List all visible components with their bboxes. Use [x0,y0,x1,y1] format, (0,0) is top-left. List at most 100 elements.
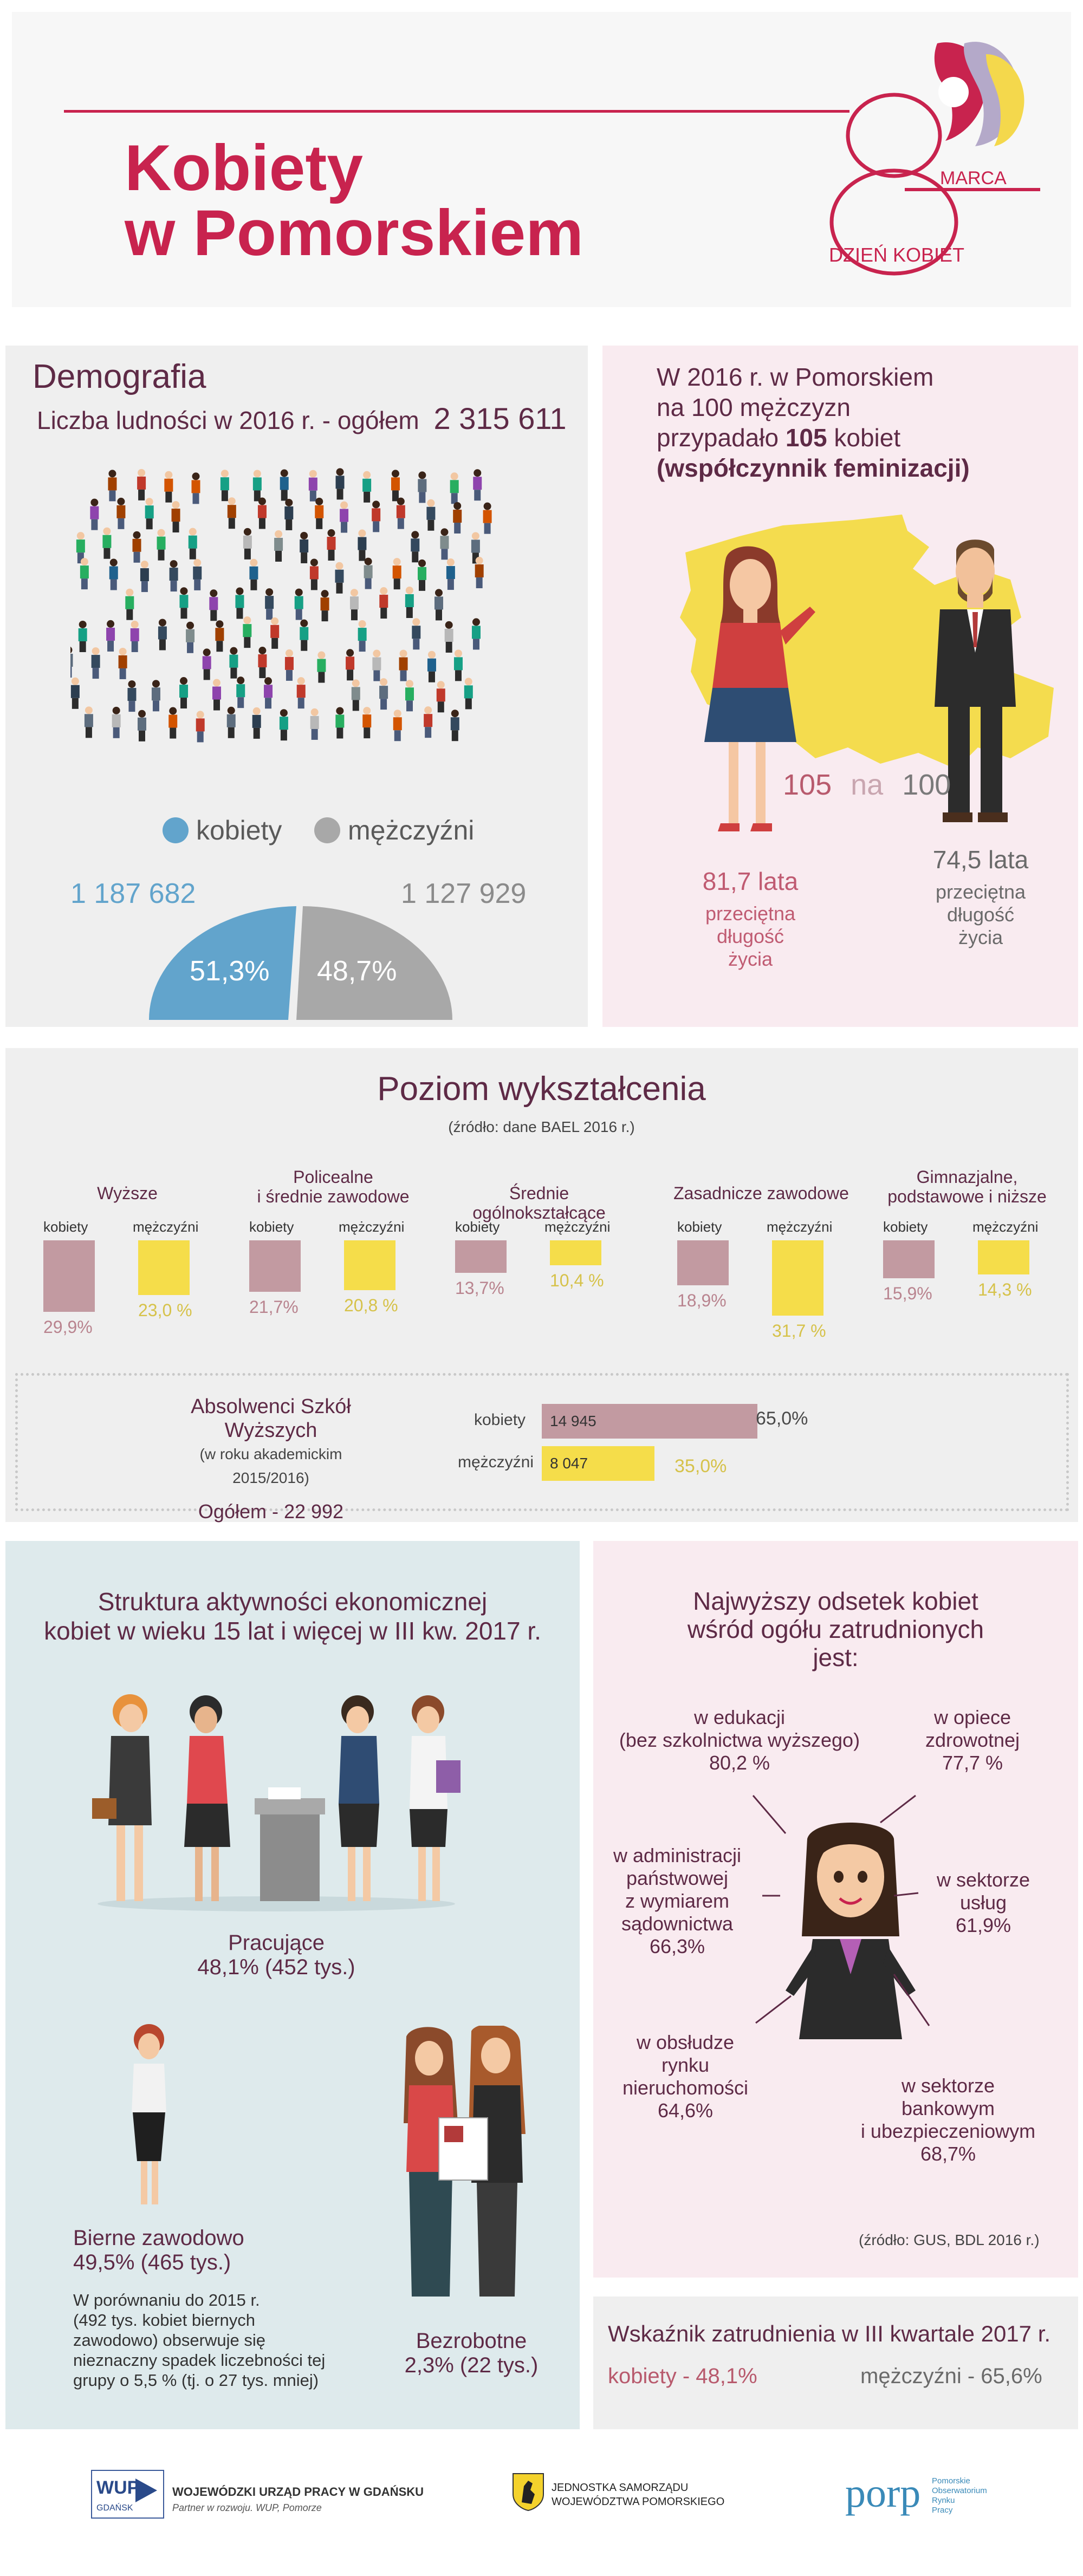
inactive-note-4: nieznaczny spadek liczebności tej [73,2351,326,2370]
half-pie-women [148,906,296,1020]
education-title: Poziom wykształcenia [377,1070,706,1108]
man-figure [926,534,1024,831]
working: Pracujące 48,1% (452 tys.) [163,1931,390,1980]
porp-name-1: Pomorskie [932,2476,970,2486]
woman-figure [699,542,823,840]
inactive-woman-icon [132,2024,166,2204]
education-men-value: 23,0 % [138,1300,192,1320]
employment-sector-line: nieruchomości [622,2077,749,2099]
employment-sector-value: 64,6% [657,2099,714,2122]
feminization-line2: na 100 mężczyzn [657,393,851,421]
feminization-line4-c: ) [961,454,970,482]
employment-sector-value: 61,9% [955,1914,1011,1936]
graduates-title: Absolwenci Szkół Wyższych (w roku akadem… [163,1395,379,1524]
graduates-men-pct: 35,0% [675,1456,727,1476]
education-women-value: 29,9% [43,1317,93,1337]
graduates-men-count: 8 047 [550,1455,588,1472]
working-women-icon [92,1694,461,1911]
men-pct: 48,7% [317,955,397,987]
life-men-label-2: długość [946,903,1015,926]
education-men-label: mężczyźni [339,1219,405,1235]
inactive-label: Bierne zawodowo [73,2226,244,2250]
employment-sector-line: w edukacji [693,1706,786,1728]
education-source: (źródło: dane BAEL 2016 r.) [448,1118,635,1135]
women-count: 1 187 682 [70,878,196,909]
wup-text: WOJEWÓDZKI URZĄD PRACY W GDAŃSKU Partner… [172,2485,424,2514]
education-women-bar [883,1240,935,1278]
employment-sector-line: państwowej [626,1867,729,1889]
legend-men: mężczyźni [314,812,474,846]
education-group-label-line: podstawowe i niższe [887,1187,1047,1206]
employment-sector-line: bankowym [901,2097,995,2119]
wup-logo: WUP GDAŃSK [91,2470,164,2519]
employment-sector-line: (bez szkolnictwa wyższego) [619,1729,860,1751]
unemployed-label: Bezrobotne [416,2329,527,2353]
education-group-label: Wyższe [33,1183,222,1203]
unemployed-women-icon [404,2024,526,2297]
employment-sector-value: 77,7 % [942,1752,1003,1774]
women-day-logo: MARCA DZIEŃ KOBIET [823,32,1051,282]
half-pie-men [296,906,452,1020]
gender-half-pie: 51,3% 48,7% [146,903,455,1020]
legend-dot-women [163,817,189,843]
education-men-bar [550,1240,601,1265]
feminization-line3-a: przypadało [657,424,786,452]
activity-title-2: kobiet w wieku 15 lat i więcej w III kw.… [44,1617,541,1645]
employment-sector-line: w sektorze [901,2074,995,2097]
education-women-label: kobiety [43,1219,88,1235]
life-women-label-2: długość [716,925,784,947]
porp-text: Pomorskie Obserwatorium Rynku Pracy [932,2476,987,2515]
education-group-label-line: Gimnazjalne, [916,1167,1018,1187]
life-men: 74,5 lata przeciętna długość życia [910,845,1051,949]
education-women-label: kobiety [883,1219,928,1235]
education-men-label: mężczyźni [133,1219,199,1235]
employment-sector-value: 80,2 % [709,1752,770,1774]
education-men-label: mężczyźni [767,1219,833,1235]
unemployed-illustration [390,2024,542,2307]
graduates-women-pct: 65,0% [756,1408,808,1429]
graduates-women-count: 14 945 [550,1413,596,1429]
feminization-line4-a: ( [657,454,665,482]
education-group-label-line: Policealne [293,1167,373,1187]
education-men-bar [978,1240,1029,1274]
graduates-title-2: Wyższych [224,1419,317,1442]
education-group-label: Gimnazjalne, podstawowe i niższe [872,1167,1062,1206]
life-men-label-3: życia [958,926,1003,948]
education-men-value: 14,3 % [978,1279,1032,1299]
wup-logo-arrow [135,2479,157,2502]
education-men-bar [344,1240,395,1290]
education-group-label-line: Wyższe [97,1183,158,1203]
education-group-label-line: Zasadnicze zawodowe [673,1183,849,1203]
activity-title: Struktura aktywności ekonomicznej kobiet… [5,1587,580,1645]
legend-men-label: mężczyźni [348,815,475,845]
women-pct: 51,3% [190,955,270,987]
education-women-bar [249,1240,301,1292]
legend-women: kobiety [163,812,282,846]
page-title: Kobiety w Pomorskiem [125,135,583,265]
employment-connectors [593,1541,1078,2278]
education-women-bar [677,1240,729,1286]
education-women-label: kobiety [455,1219,500,1235]
inactive-note-1: W porównaniu do 2015 r. [73,2291,260,2310]
feminization-text: W 2016 r. w Pomorskiem na 100 mężczyzn p… [657,362,970,483]
crowd-illustration [53,460,520,753]
men-count: 1 127 929 [401,878,527,909]
employment-source: (źródło: GUS, BDL 2016 r.) [859,2232,1040,2248]
feminization-line3-b: 105 [785,424,827,452]
life-women-label-3: życia [728,948,773,970]
feminization-line1: W 2016 r. w Pomorskiem [657,363,934,391]
working-label: Pracujące [228,1931,325,1955]
feminization-line4: (współczynnik feminizacji) [657,453,970,483]
education-men-value: 31,7 % [772,1321,826,1341]
ratio: 105 na 100 [783,768,951,802]
graduates-women-label: kobiety [474,1411,526,1429]
education-group-label: Policealne i średnie zawodowe [238,1167,428,1206]
life-men-label-1: przeciętna [935,881,1026,903]
woman-figure-icon [704,546,815,831]
porp-logo: porp [845,2470,921,2516]
region-crest [512,2473,544,2512]
education-women-bar [455,1240,507,1273]
population-value: 2 315 611 [433,401,567,435]
graduates-subtitle: (w roku akademickim 2015/2016) [199,1446,342,1486]
porp-name-2: Obserwatorium [932,2486,987,2495]
